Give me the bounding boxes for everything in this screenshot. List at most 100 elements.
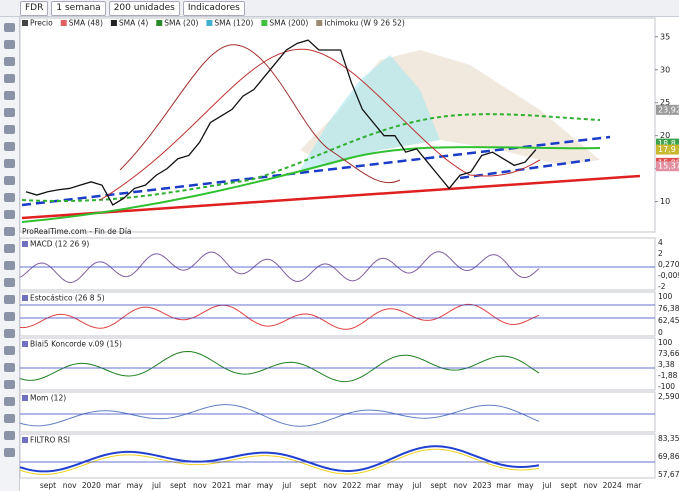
- legend-entry: SMA (200): [269, 19, 308, 28]
- panel-axis-label: 100: [658, 338, 673, 347]
- panel-axis-label: 76,38: [658, 304, 679, 313]
- x-tick-label: sept: [40, 481, 56, 490]
- tool-icon[interactable]: [4, 23, 15, 32]
- price-label: 18,8: [658, 139, 676, 148]
- tool-icon[interactable]: [4, 142, 15, 151]
- trend-line: [459, 158, 591, 180]
- y-tick-label: 25: [660, 98, 670, 107]
- x-tick-label: jul: [281, 481, 291, 490]
- panel-axis-label: 0,270: [658, 260, 679, 269]
- period-select[interactable]: 1 semana: [51, 0, 106, 16]
- legend-swatch: [110, 20, 117, 26]
- x-tick-label: may: [127, 481, 144, 490]
- sma-line: [119, 44, 401, 184]
- tool-icon[interactable]: [4, 346, 15, 355]
- units-select[interactable]: 200 unidades: [108, 0, 180, 16]
- tool-icon[interactable]: [4, 278, 15, 287]
- price-label: 17,9: [658, 145, 676, 154]
- x-tick-label: nov: [584, 481, 598, 490]
- panel-swatch: [22, 437, 28, 443]
- panel-frame: [19, 291, 656, 337]
- panel-frame: [19, 17, 656, 233]
- panel-axis-label: 0: [658, 328, 663, 337]
- tool-icon[interactable]: [4, 125, 15, 134]
- x-tick-label: mar: [366, 481, 382, 490]
- panel-axis-label: -1,88: [658, 371, 678, 380]
- legend-swatch: [156, 20, 163, 26]
- legend-entry: SMA (4): [119, 19, 148, 28]
- panel-frame: [19, 391, 656, 433]
- tool-icon[interactable]: [4, 295, 15, 304]
- sma-line: [21, 113, 601, 202]
- y-tick-label: 20: [660, 131, 670, 140]
- indicators-button[interactable]: Indicadores: [182, 0, 245, 16]
- panel-axis-label: -100: [658, 382, 675, 391]
- tool-icon[interactable]: [4, 193, 15, 202]
- legend-swatch: [261, 20, 268, 26]
- x-tick-label: 2022: [342, 481, 361, 490]
- symbol-select[interactable]: FDR: [20, 0, 49, 16]
- ichimoku-cloud: [300, 55, 440, 170]
- legend-entry: Precio: [30, 19, 53, 28]
- tool-icon[interactable]: [4, 363, 15, 372]
- panel-axis-label: 2: [658, 249, 663, 258]
- legend-swatch: [316, 20, 323, 26]
- price-label-box: [656, 104, 679, 115]
- tool-icon[interactable]: [4, 159, 15, 168]
- price-line: [25, 39, 537, 206]
- x-tick-label: sept: [430, 481, 446, 490]
- panel-axis-label: 83,35: [658, 434, 679, 443]
- tool-icon[interactable]: [4, 414, 15, 423]
- y-tick-label: 10: [660, 197, 670, 206]
- tool-icon[interactable]: [4, 431, 15, 440]
- tool-icon[interactable]: [4, 448, 15, 457]
- tool-icon[interactable]: [4, 91, 15, 100]
- panel-axis-label: 57,67: [658, 470, 679, 479]
- x-tick-label: jul: [411, 481, 421, 490]
- tool-icon[interactable]: [4, 397, 15, 406]
- legend-entry: SMA (20): [164, 19, 198, 28]
- tool-icon[interactable]: [4, 312, 15, 321]
- tool-icon[interactable]: [4, 261, 15, 270]
- tool-icon[interactable]: [4, 40, 15, 49]
- source-label: ProRealTime.com - Fin de Día: [22, 227, 132, 236]
- tool-icon[interactable]: [4, 210, 15, 219]
- x-tick-label: nov: [63, 481, 77, 490]
- tool-icon[interactable]: [4, 244, 15, 253]
- panel-axis-label: 73,66: [658, 349, 679, 358]
- x-tick-label: nov: [453, 481, 467, 490]
- tool-icon[interactable]: [4, 176, 15, 185]
- tool-icon[interactable]: [4, 380, 15, 389]
- panel-frame: [19, 337, 656, 391]
- x-tick-label: sept: [170, 481, 186, 490]
- x-tick-label: may: [257, 481, 274, 490]
- x-tick-label: jul: [542, 481, 552, 490]
- price-label: 23,92: [658, 105, 679, 114]
- panel-swatch: [22, 295, 28, 301]
- tool-icon[interactable]: [4, 74, 15, 83]
- price-label-box: [656, 144, 679, 155]
- panel-title: Blai5 Koncorde v.09 (15): [30, 340, 122, 349]
- panel-axis-label: -2: [658, 282, 666, 291]
- tool-icon[interactable]: [4, 329, 15, 338]
- panel-title: Mom (12): [30, 394, 66, 403]
- indicator-curve: [19, 448, 540, 475]
- tool-icon[interactable]: [4, 108, 15, 117]
- tool-icon[interactable]: [4, 227, 15, 236]
- panel-axis-label: 4: [658, 238, 663, 247]
- x-tick-label: mar: [496, 481, 512, 490]
- panel-swatch: [22, 241, 28, 247]
- x-tick-label: 2021: [212, 481, 231, 490]
- panel-title: Estocástico (26 8 5): [30, 294, 105, 303]
- tool-icon[interactable]: [4, 57, 15, 66]
- x-tick-label: 2023: [472, 481, 491, 490]
- x-tick-label: 2024: [603, 481, 622, 490]
- panel-frame: [19, 237, 656, 291]
- sma-line: [99, 48, 541, 201]
- x-tick-label: nov: [193, 481, 207, 490]
- x-tick-label: mar: [106, 481, 122, 490]
- x-tick-label: sept: [300, 481, 316, 490]
- indicator-curve: [19, 404, 540, 427]
